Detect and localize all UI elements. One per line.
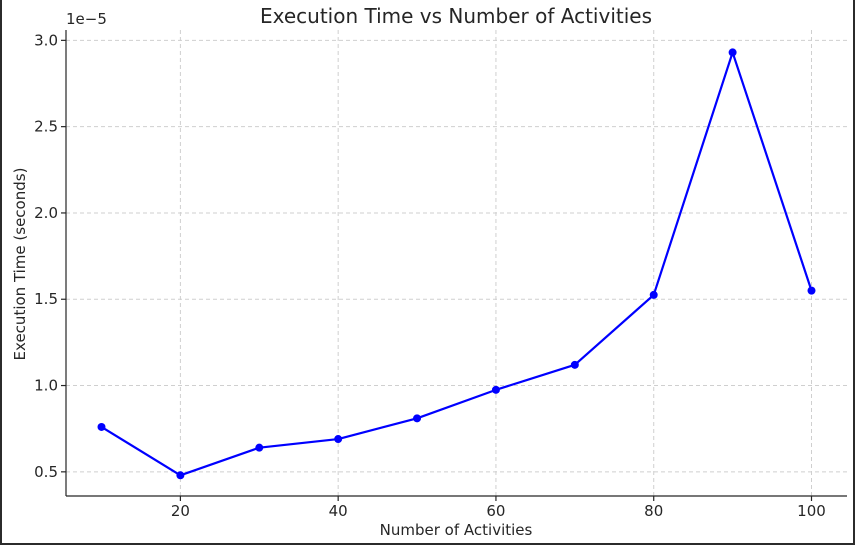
y-axis-label: Execution Time (seconds) (11, 168, 29, 361)
y-offset-label: 1e−5 (66, 10, 107, 28)
y-tick-label: 3.0 (34, 31, 58, 49)
x-tick-label: 80 (644, 502, 663, 520)
y-tick-label: 2.5 (34, 118, 58, 136)
x-tick-label: 40 (329, 502, 348, 520)
x-tick-label: 60 (486, 502, 505, 520)
data-point (807, 286, 816, 295)
data-point (334, 435, 343, 444)
data-point (570, 360, 579, 369)
y-tick-label: 2.0 (34, 204, 58, 222)
x-axis-label: Number of Activities (380, 521, 533, 539)
series (97, 48, 816, 480)
data-point (413, 414, 422, 423)
series-line (100, 51, 813, 477)
y-ticks: 0.5 1.0 1.5 2.0 2.5 3.0 (34, 31, 66, 481)
y-tick-label: 1.5 (34, 290, 58, 308)
grid (66, 30, 847, 496)
x-ticks: 20 40 60 80 100 (171, 496, 826, 520)
data-point (176, 471, 185, 480)
chart-title: Execution Time vs Number of Activities (260, 4, 652, 28)
data-point (97, 422, 106, 431)
y-tick-label: 0.5 (34, 463, 58, 481)
data-point (649, 290, 658, 299)
data-point (255, 443, 264, 452)
x-tick-label: 20 (171, 502, 190, 520)
y-tick-label: 1.0 (34, 377, 58, 395)
x-tick-label: 100 (797, 502, 826, 520)
data-point (491, 385, 500, 394)
data-point (728, 48, 737, 57)
axes (65, 30, 847, 497)
